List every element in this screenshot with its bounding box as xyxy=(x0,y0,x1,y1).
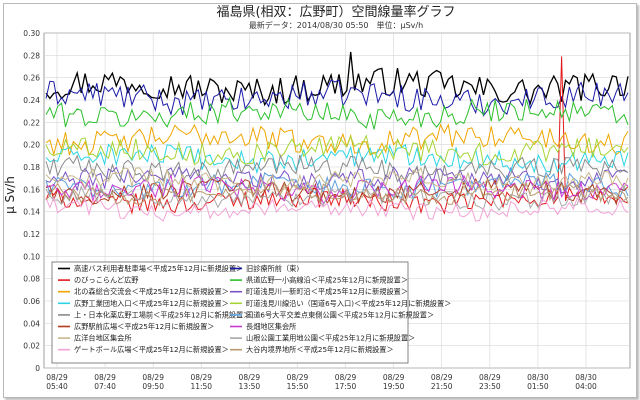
y-tick-label: 0.06 xyxy=(23,297,40,306)
x-tick-date: 08/29 xyxy=(287,373,309,382)
y-tick-label: 0.24 xyxy=(23,96,40,105)
x-tick-date: 08/29 xyxy=(335,373,357,382)
chart-subtitle: 最新データ：2014/08/30 05:50 単位：μSv/h xyxy=(249,20,423,30)
legend-entry: 国道6号大平交差点東側公園＜平成25年12月に新規設置＞ xyxy=(246,310,434,319)
legend-entry: 北の森総合交流会＜平成25年12月に新規設置＞ xyxy=(74,287,229,296)
x-tick-time: 11:50 xyxy=(190,382,212,391)
x-tick-date: 08/29 xyxy=(46,373,68,382)
series-line xyxy=(45,96,629,130)
legend-entry: 山根公園工業用地公園＜平成25年12月に新規設置＞ xyxy=(246,334,415,343)
x-tick-date: 08/29 xyxy=(431,373,453,382)
legend-entry: 高速バス利用者駐車場＜平成25年12月に新規設置＞ xyxy=(74,264,243,273)
x-tick-date: 08/29 xyxy=(190,373,212,382)
x-tick-time: 13:50 xyxy=(239,382,261,391)
y-tick-label: 0.16 xyxy=(23,185,40,194)
y-tick-label: 0.04 xyxy=(23,319,40,328)
x-tick-time: 21:50 xyxy=(431,382,453,391)
legend-entry: 長畑地区集会所 xyxy=(246,322,296,331)
x-tick-date: 08/30 xyxy=(527,373,549,382)
chart-title: 福島県(相双：広野町）空間線量率グラフ xyxy=(216,4,455,20)
y-axis-label: μ Sv/h xyxy=(3,176,17,214)
series-line xyxy=(45,181,629,207)
series-line xyxy=(45,79,629,117)
x-tick-time: 23:50 xyxy=(479,382,501,391)
series-line xyxy=(45,167,629,195)
y-tick-label: 0.22 xyxy=(23,118,40,127)
x-tick-time: 07:40 xyxy=(94,382,116,391)
series-line xyxy=(45,51,629,107)
x-tick-time: 19:50 xyxy=(383,382,405,391)
x-tick-time: 01:50 xyxy=(527,382,549,391)
series-layer xyxy=(45,51,629,222)
y-tick-label: 0 xyxy=(35,364,40,373)
x-tick-time: 17:50 xyxy=(335,382,357,391)
x-tick-date: 08/29 xyxy=(142,373,164,382)
y-tick-label: 0.10 xyxy=(23,252,40,261)
series-line xyxy=(45,134,629,166)
x-tick-time: 15:50 xyxy=(287,382,309,391)
y-tick-label: 0.28 xyxy=(23,51,40,60)
y-tick-label: 0.12 xyxy=(23,230,40,239)
legend-box xyxy=(51,261,409,364)
x-tick-date: 08/29 xyxy=(383,373,405,382)
y-tick-label: 0.14 xyxy=(23,208,40,217)
legend-entry: のびっこらんど広野 xyxy=(74,276,138,285)
legend-entry: 町道浅見川線沿い（国道6号入口)＜平成25年12月に新規設置＞ xyxy=(246,299,451,308)
y-tick-label: 0.08 xyxy=(23,275,40,284)
x-tick-time: 04:00 xyxy=(575,382,597,391)
y-tick-label: 0.30 xyxy=(23,29,40,38)
y-tick-label: 0.20 xyxy=(23,141,40,150)
axis-layer: 0 0.02 0.04 0.06 0.08 0.10 0.12 0.14 0.16 0.18 0.2… xyxy=(23,29,597,391)
legend-entry: 広野駅前広場＜平成25年12月に新規設置＞ xyxy=(74,322,214,331)
y-tick-label: 0.18 xyxy=(23,163,40,172)
x-tick-time: 05:40 xyxy=(46,382,68,391)
series-line xyxy=(45,184,629,212)
y-tick-label: 0.02 xyxy=(23,342,40,351)
legend-entry: 広洋台地区集会所 xyxy=(74,334,132,343)
x-tick-date: 08/29 xyxy=(94,373,116,382)
series-line xyxy=(45,174,629,205)
legend: 高速バス利用者駐車場＜平成25年12月に新規設置＞ 旧診療所前（東) のびっこらんど… xyxy=(51,261,451,364)
x-tick-time: 09:50 xyxy=(142,382,164,391)
legend-entry: 広野工業団地入口＜平成25年12月に新規設置＞ xyxy=(74,299,229,308)
series-line xyxy=(45,195,629,222)
legend-entry: 旧診療所前（東) xyxy=(246,264,299,273)
series-line xyxy=(45,123,629,157)
x-tick-date: 08/29 xyxy=(239,373,261,382)
legend-entry: 大谷内境界地所＜平成25年12月に新規設置＞ xyxy=(246,345,394,354)
series-line xyxy=(45,153,629,184)
legend-entry: 上・日本化薬広野工場前＜平成25年12月に新規設置＞ xyxy=(74,310,250,319)
x-tick-date: 08/30 xyxy=(575,373,597,382)
legend-entry: 町道浅見川一新町沿＜平成25年12月に新規設置＞ xyxy=(246,287,408,296)
legend-entry: 県道広野一小高線沿＜平成25年12月に新規設置＞ xyxy=(246,276,408,285)
y-tick-label: 0.26 xyxy=(23,74,40,83)
legend-entry: ゲートボール広場＜平成25年12月に新規設置＞ xyxy=(74,345,229,354)
x-tick-date: 08/29 xyxy=(479,373,501,382)
